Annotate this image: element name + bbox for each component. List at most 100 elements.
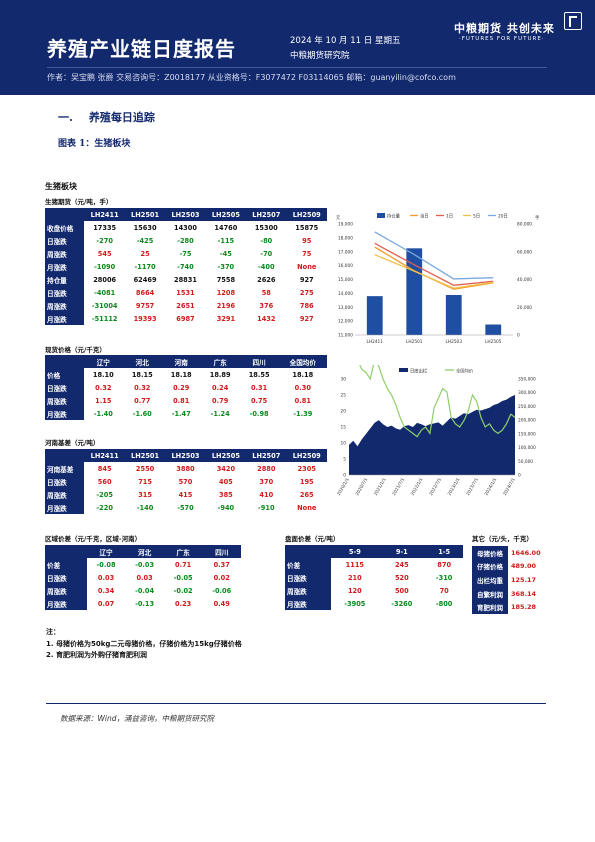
table-cell: None <box>297 262 317 271</box>
table-cell: -115 <box>217 236 235 245</box>
y-tick-label: 15,000 <box>338 277 353 283</box>
table-cell: 376 <box>259 301 274 310</box>
table-cell: -370 <box>217 262 235 271</box>
column-header: LH2503 <box>165 449 206 462</box>
y-tick-label: 18,000 <box>338 235 353 241</box>
table-row: 仔猪价格 489.00 <box>472 559 558 574</box>
authors-line: 作者：吴宝鹏 张爵 交易咨询号：Z0018177 从业资格号：F3077472 … <box>47 73 456 82</box>
table-cell: 1115 <box>345 560 365 569</box>
table-cell: 28006 <box>93 275 117 284</box>
table-cell: 15875 <box>295 223 319 232</box>
column-header: LH2411 <box>84 449 125 462</box>
table-cell: 9757 <box>135 301 155 310</box>
y-tick-label-right: 0 <box>517 333 520 339</box>
table-corner <box>45 545 87 558</box>
table-row: 价差 1115 245 870 <box>285 558 463 571</box>
table-row: 日涨跌 0.32 0.32 0.29 0.24 0.31 0.30 <box>45 381 327 394</box>
legend-label: 当日 <box>420 212 429 219</box>
row-label: 日涨跌 <box>45 381 84 394</box>
header-banner: 养殖产业链日度报告 2024 年 10 月 11 日 星期五 中粮期货研究院 中… <box>0 0 595 95</box>
table-cell: 17335 <box>93 223 117 232</box>
table-cell: 6987 <box>176 314 195 323</box>
x-tick-label: 2021/1/1 <box>373 477 388 497</box>
y-tick-label: 10 <box>341 441 347 447</box>
table-cell: 18.15 <box>131 370 153 379</box>
table-cell: 18.18 <box>170 370 192 379</box>
table-cell: 18.89 <box>209 370 231 379</box>
table-cell: -740 <box>177 262 194 271</box>
table-cell: 58 <box>261 288 271 297</box>
futures-table: LH2411 LH2501 LH2503 LH2505 LH2507 LH2509 收盘价格… <box>45 208 327 325</box>
y-tick-label-right: 300,000 <box>518 390 536 396</box>
table-cell: 570 <box>178 477 193 486</box>
table-cell: 1208 <box>216 288 236 297</box>
table-cell: 0.31 <box>250 383 268 392</box>
table-cell: -1170 <box>134 262 156 271</box>
table-cell: 7558 <box>216 275 236 284</box>
table-cell: -0.05 <box>173 573 193 582</box>
row-label: 周涨跌 <box>285 584 332 597</box>
y-tick-label-right: 60,000 <box>517 249 532 255</box>
row-label: 自繁利润 <box>472 586 508 601</box>
series-line <box>359 365 516 438</box>
table-cell: 1.15 <box>95 396 112 405</box>
table-corner <box>45 355 84 368</box>
table-cell: 0.49 <box>213 599 230 608</box>
bar <box>445 294 462 335</box>
brand-logo-icon <box>564 12 582 30</box>
row-label: 仔猪价格 <box>472 559 508 574</box>
brand-logo-text: 中粮期货 共创未来 <box>454 22 555 35</box>
column-header: LH2507 <box>246 449 287 462</box>
column-header: LH2505 <box>205 449 247 462</box>
table-cell: 0.29 <box>173 383 190 392</box>
note-item: 1. 母猪价格为50kg二元母猪价格，仔猪价格为15kg仔猪价格 <box>46 639 242 648</box>
table-corner <box>45 208 85 221</box>
table-cell: 0.34 <box>97 586 115 595</box>
series-line <box>374 231 494 280</box>
table-row: 周涨跌 1.15 0.77 0.81 0.79 0.75 0.81 <box>45 394 327 407</box>
row-label: 周涨跌 <box>45 247 85 260</box>
y-axis-unit-left: 元 <box>336 215 341 221</box>
table-cell: 0.79 <box>212 396 229 405</box>
x-tick-label: 2020/7/1 <box>354 477 369 497</box>
column-header: 四川 <box>202 545 241 558</box>
table-cell: 2550 <box>135 464 155 473</box>
column-header: 广东 <box>163 545 203 558</box>
table-row: 周涨跌 -205 315 415 385 410 265 <box>45 488 327 501</box>
header-divider <box>47 67 547 68</box>
table-cell: -4081 <box>94 288 116 297</box>
row-label: 月涨跌 <box>45 312 85 325</box>
column-header: 河南 <box>161 355 201 368</box>
table-cell: 275 <box>299 288 314 297</box>
column-header: 河北 <box>122 355 162 368</box>
legend-label: 日度出栏 <box>410 367 428 374</box>
x-tick-label: 2021/7/1 <box>391 477 406 497</box>
table-cell: 210 <box>347 573 362 582</box>
bar <box>366 296 383 335</box>
legend-label: 20日 <box>498 213 508 219</box>
table-cell: -400 <box>258 262 275 271</box>
row-label: 持仓量 <box>45 273 85 286</box>
table-cell: -1.47 <box>171 409 191 418</box>
table-cell: 19393 <box>133 314 157 323</box>
table-cell: 786 <box>299 301 314 310</box>
table-cell: -1.40 <box>93 409 113 418</box>
legend-label: 1日 <box>446 213 453 219</box>
table-cell: 195 <box>299 477 314 486</box>
column-header: LH2503 <box>165 208 206 221</box>
futures-table-title: 生猪期货（元/吨，手） <box>45 198 113 206</box>
legend-label: 持仓量 <box>387 212 401 219</box>
table-cell: 489.00 <box>511 562 537 571</box>
column-header: 9-1 <box>378 545 426 558</box>
row-label: 日涨跌 <box>45 286 85 299</box>
y-tick-label: 13,000 <box>338 305 353 311</box>
table-cell: 0.37 <box>213 560 230 569</box>
table-cell: -800 <box>435 599 453 608</box>
table-cell: -570 <box>177 503 194 512</box>
column-header: 广东 <box>200 355 240 368</box>
table-row: 价差 -0.08 -0.03 0.71 0.37 <box>45 558 241 571</box>
table-row: 河南基差 845 2550 3880 3420 2880 2305 <box>45 462 327 475</box>
table-cell: -75 <box>179 249 192 258</box>
table-row: 日涨跌 210 520 -310 <box>285 571 463 584</box>
table-cell: -220 <box>96 503 113 512</box>
